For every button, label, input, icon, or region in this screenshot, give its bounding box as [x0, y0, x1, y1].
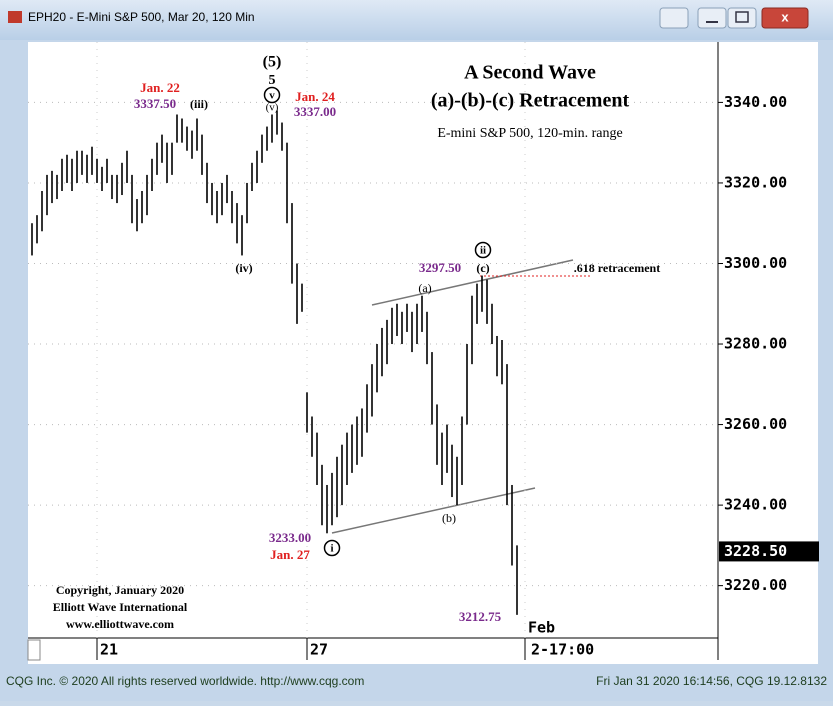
y-tick-label: 3280.00: [724, 335, 787, 353]
y-tick-label: 3340.00: [724, 93, 787, 111]
title-bar: [0, 0, 833, 40]
annotation: i: [330, 543, 333, 555]
minimize-button[interactable]: [697, 7, 727, 29]
annotation: Jan. 27: [270, 547, 310, 562]
annotation: (a)-(b)-(c) Retracement: [431, 90, 630, 112]
annotation: Copyright, January 2020: [56, 583, 184, 597]
status-right: Fri Jan 31 2020 16:14:56, CQG 19.12.8132: [596, 674, 827, 688]
wave-circle: [474, 241, 492, 259]
close-button[interactable]: [761, 7, 809, 29]
annotation: A Second Wave: [464, 62, 596, 84]
app-icon: [8, 11, 22, 23]
time-label: 2-17:00: [531, 641, 594, 659]
annotation: E-mini S&P 500, 120-min. range: [437, 126, 622, 141]
annotation: Jan. 24: [295, 89, 335, 104]
annotation: .618 retracement: [574, 261, 660, 275]
last-price-label: 3228.50: [724, 542, 787, 560]
y-tick-label: 3220.00: [724, 576, 787, 594]
annotation: www.elliottwave.com: [66, 617, 174, 631]
scroll-box[interactable]: [27, 639, 41, 661]
annotation: 3233.00: [269, 530, 311, 545]
annotation: (a): [418, 281, 431, 295]
y-tick-label: 3300.00: [724, 254, 787, 272]
annotation: (iii): [190, 97, 208, 111]
y-tick-label: 3260.00: [724, 415, 787, 433]
x-tick-label: 27: [310, 641, 328, 659]
annotation: (b): [442, 511, 456, 525]
annotation: (iv): [235, 261, 252, 275]
wave-circle: [323, 539, 341, 557]
annotation: 3212.75: [459, 609, 502, 624]
svg-text:x: x: [781, 9, 789, 24]
y-tick-label: 3320.00: [724, 173, 787, 191]
annotation: (5): [263, 54, 282, 71]
annotation: Elliott Wave International: [53, 600, 188, 614]
annotation: 5: [269, 73, 276, 88]
maximize-button[interactable]: [727, 7, 757, 29]
annotation: ii: [480, 245, 486, 257]
chart-panel: [28, 42, 818, 664]
wave-circle: [263, 86, 281, 104]
annotation: 3337.00: [294, 104, 336, 119]
annotation: 3297.50: [419, 260, 461, 275]
window-title: EPH20 - E-Mini S&P 500, Mar 20, 120 Min: [28, 10, 255, 24]
upper-trendline: [371, 259, 574, 306]
x-tick-label: 21: [100, 641, 118, 659]
pin-button[interactable]: [659, 7, 689, 29]
status-left: CQG Inc. © 2020 All rights reserved worl…: [6, 674, 364, 688]
x-tick-label: Feb: [528, 619, 555, 637]
annotation: 3337.50: [134, 96, 176, 111]
y-tick-label: 3240.00: [724, 496, 787, 514]
annotation: (v): [266, 102, 279, 114]
annotation: (c): [476, 261, 489, 275]
last-price-box: [719, 541, 819, 562]
annotation: Jan. 22: [140, 80, 180, 95]
annotation: v: [269, 90, 275, 102]
lower-trendline: [331, 487, 536, 534]
